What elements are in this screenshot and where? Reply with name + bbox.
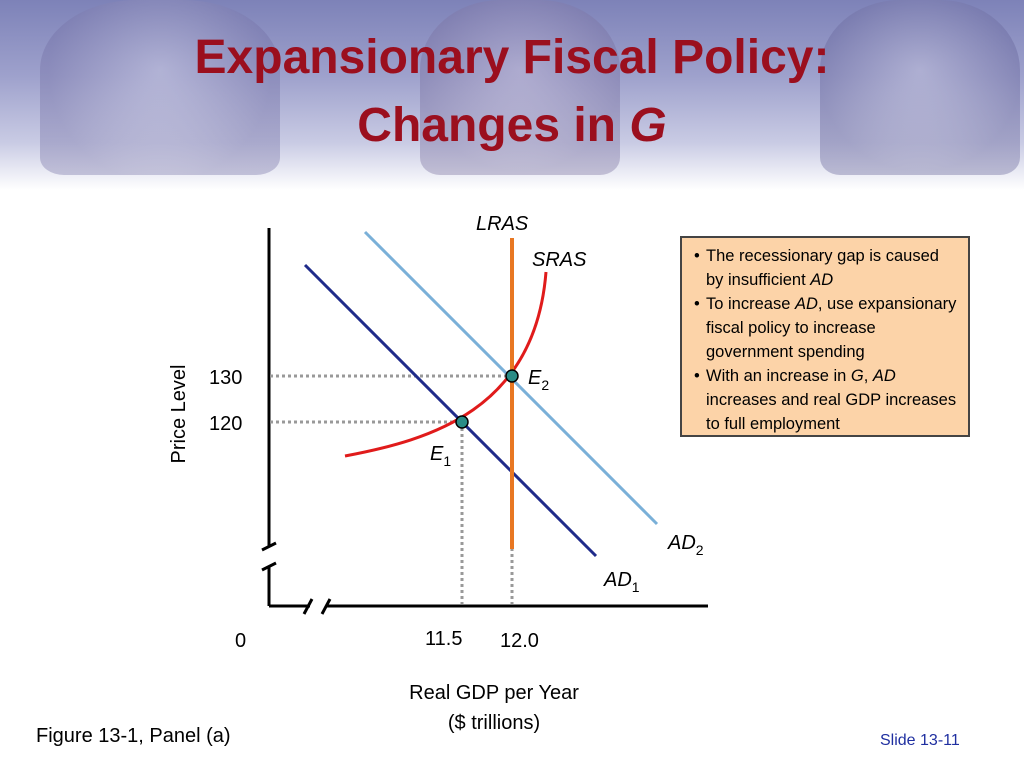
origin-label: 0 [235,630,246,652]
x-axis-title: Real GDP per Year [409,682,579,704]
equilibrium-point-e2 [505,369,519,383]
label-e2-main: E [528,367,542,389]
info-bullet-text: G [850,367,864,385]
info-bullet-text: increases and real GDP increases to full… [706,391,957,433]
info-bullet: With an increase in G, AD increases and … [694,364,958,436]
info-bullet-text: To increase [706,295,795,313]
label-ad1-sub: 1 [632,579,640,595]
label-e1-sub: 1 [443,453,451,469]
label-e2: E2 [528,367,549,393]
info-bullet-text: AD [794,295,818,313]
banner-photo-mid [420,0,620,175]
banner-photo-right [820,0,1020,175]
info-box: The recessionary gap is caused by insuff… [680,236,970,437]
info-bullet-text: AD [872,367,896,385]
y-axis-title: Price Level [168,365,190,464]
slide-title-line1: Expansionary Fiscal Policy: [194,31,830,84]
info-bullet-text: , [863,367,873,385]
sras-curve [344,271,548,458]
label-e1-main: E [430,443,444,465]
slide-number: Slide 13-11 [880,732,960,749]
label-e1: E1 [430,443,451,469]
label-ad2-main: AD [667,532,696,554]
label-e2-sub: 2 [541,377,549,393]
slide-title-variable: G [629,99,667,152]
slide-title-line2: Changes in G [0,98,1024,154]
label-ad1-main: AD [603,569,632,591]
info-bullet: To increase AD, use expansionary fiscal … [694,292,958,364]
x-axis-break-mark [302,598,314,615]
info-bullet-text: , use expansionary fiscal policy to incr… [706,295,957,361]
banner-photo-left [40,0,280,175]
label-ad2: AD2 [667,532,704,558]
x-tick-label: 11.5 [425,628,462,650]
y-tick-label: 130 [209,367,242,389]
info-bullet-text: The recessionary gap is caused by insuff… [706,247,939,289]
label-ad1: AD1 [603,569,640,595]
slide-title-prefix: Changes in [357,99,630,152]
figure-caption: Figure 13-1, Panel (a) [36,725,231,747]
ad1-curve [303,263,598,558]
equilibrium-point-e1 [455,415,469,429]
y-axis-break-mark [261,541,277,552]
y-tick-label: 120 [209,413,242,435]
info-bullet-text: With an increase in [706,367,851,385]
label-ad2-sub: 2 [696,542,704,558]
label-sras: SRAS [532,249,587,271]
info-bullet-text: AD [810,271,834,289]
info-bullet: The recessionary gap is caused by insuff… [694,244,958,292]
x-tick-label: 12.0 [500,630,539,652]
label-lras: LRAS [476,213,529,235]
x-axis-title-unit: ($ trillions) [448,712,540,734]
header-banner [0,0,1024,190]
